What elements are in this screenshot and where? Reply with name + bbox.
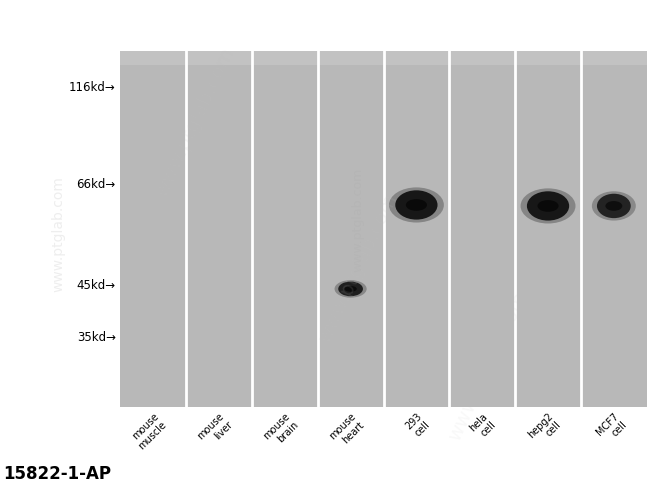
Ellipse shape [597, 194, 630, 218]
Text: hela
cell: hela cell [467, 411, 497, 442]
Ellipse shape [389, 187, 444, 223]
Text: 15822-1-AP: 15822-1-AP [3, 465, 111, 483]
Ellipse shape [335, 280, 367, 298]
Text: www.ptglab.com: www.ptglab.com [315, 191, 400, 346]
Text: www.ptglab.com: www.ptglab.com [152, 44, 238, 200]
Ellipse shape [344, 286, 357, 292]
Text: mouse
brain: mouse brain [261, 411, 300, 450]
Bar [120, 51, 647, 407]
Ellipse shape [527, 191, 569, 221]
Text: www.ptglab.com: www.ptglab.com [51, 176, 66, 292]
Ellipse shape [605, 201, 622, 211]
Ellipse shape [338, 282, 363, 296]
Text: 66kd→: 66kd→ [77, 178, 116, 191]
Text: mouse
liver: mouse liver [196, 411, 234, 450]
Text: 45kd→: 45kd→ [77, 279, 116, 292]
Ellipse shape [592, 191, 636, 221]
Text: hepg2
cell: hepg2 cell [526, 411, 564, 448]
Ellipse shape [406, 199, 427, 211]
Text: 293
cell: 293 cell [403, 411, 432, 440]
Text: 35kd→: 35kd→ [77, 331, 116, 344]
Ellipse shape [521, 188, 575, 224]
Text: www.ptglab.com: www.ptglab.com [351, 167, 364, 272]
Text: www.ptglab.com: www.ptglab.com [445, 288, 530, 444]
Ellipse shape [538, 200, 558, 212]
Ellipse shape [395, 190, 437, 220]
Text: MCF7
cell: MCF7 cell [595, 411, 629, 446]
Text: 116kd→: 116kd→ [69, 81, 116, 94]
Text: mouse
heart: mouse heart [328, 411, 366, 450]
Bar [120, 51, 647, 65]
Text: mouse
muscle: mouse muscle [129, 411, 168, 451]
